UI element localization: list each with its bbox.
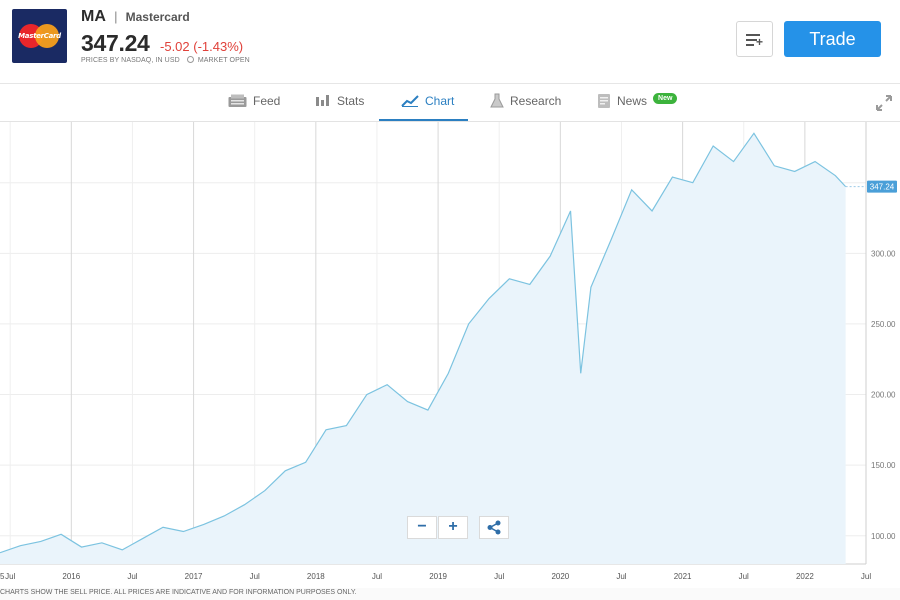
y-tick-label: 250.00	[871, 320, 896, 329]
x-tick-label: Jul	[739, 572, 749, 581]
title-separator: |	[114, 9, 118, 24]
add-to-watchlist-button[interactable]: +	[736, 21, 773, 57]
expand-icon[interactable]	[876, 95, 892, 111]
disclaimer-note: CHARTS SHOW THE SELL PRICE. ALL PRICES A…	[0, 588, 900, 600]
tab-label: Stats	[337, 94, 365, 108]
zoom-in-button[interactable]: +	[438, 516, 468, 539]
news-icon	[598, 93, 610, 108]
x-tick-label: 2022	[796, 572, 814, 581]
current-price-label: 347.24	[870, 183, 895, 192]
instrument-tabs: Feed Stats Chart Research News New	[0, 84, 900, 122]
mastercard-logo: MasterCard	[12, 9, 67, 63]
tab-stats[interactable]: Stats	[315, 84, 364, 121]
y-tick-label: 200.00	[871, 391, 896, 400]
price-area-fill	[0, 133, 846, 564]
watchlist-add-icon	[746, 34, 760, 36]
share-icon	[487, 520, 501, 535]
current-price: 347.24	[81, 30, 150, 56]
price-change: -5.02 (-1.43%)	[160, 39, 244, 54]
x-tick-label: 2019	[429, 572, 447, 581]
x-tick-label: Jul	[127, 572, 137, 581]
tab-feed[interactable]: Feed	[228, 84, 280, 121]
x-tick-label: Jul	[250, 572, 260, 581]
price-meta: PRICES BY NASDAQ, IN USD MARKET OPEN	[81, 56, 250, 64]
feed-icon	[228, 94, 247, 107]
price-line	[0, 132, 847, 554]
y-tick-label: 100.00	[871, 532, 896, 541]
x-tick-label: 2016	[62, 572, 80, 581]
price-row: 347.24 -5.02 (-1.43%)	[81, 30, 243, 57]
x-tick-label: 2020	[551, 572, 569, 581]
x-tick-label: Jul	[5, 572, 15, 581]
title-row: MA | Mastercard	[81, 8, 190, 26]
y-tick-label: 300.00	[871, 249, 896, 258]
company-name: Mastercard	[125, 10, 190, 24]
tab-research[interactable]: Research	[490, 84, 561, 121]
x-tick-label: 5	[0, 572, 5, 581]
tab-news[interactable]: News New	[597, 84, 678, 121]
x-tick-label: Jul	[861, 572, 871, 581]
zoom-out-button[interactable]: −	[407, 516, 437, 539]
new-badge: New	[653, 93, 678, 104]
tab-label: News	[617, 94, 648, 108]
trade-button[interactable]: Trade	[784, 21, 881, 57]
x-tick-label: Jul	[616, 572, 626, 581]
prices-source: PRICES BY NASDAQ, IN USD	[81, 57, 180, 64]
x-tick-label: Jul	[494, 572, 504, 581]
clock-icon	[186, 56, 194, 63]
x-tick-label: Jul	[372, 572, 382, 581]
stats-icon	[316, 95, 329, 107]
x-tick-label: 2021	[674, 572, 692, 581]
tab-chart[interactable]: Chart	[379, 84, 468, 121]
ticker-symbol: MA	[81, 8, 106, 25]
chart-icon	[401, 95, 419, 108]
tab-label: Research	[510, 94, 562, 108]
instrument-header: MasterCard MA | Mastercard 347.24 -5.02 …	[0, 0, 900, 84]
research-flask-icon	[490, 93, 504, 108]
share-button[interactable]	[479, 516, 509, 539]
tab-label: Feed	[253, 94, 281, 108]
tab-label: Chart	[425, 94, 455, 108]
x-tick-label: 2017	[185, 572, 203, 581]
y-tick-label: 150.00	[871, 461, 896, 470]
current-price-tag	[867, 180, 897, 193]
market-status: MARKET OPEN	[197, 57, 250, 64]
x-tick-label: 2018	[307, 572, 325, 581]
